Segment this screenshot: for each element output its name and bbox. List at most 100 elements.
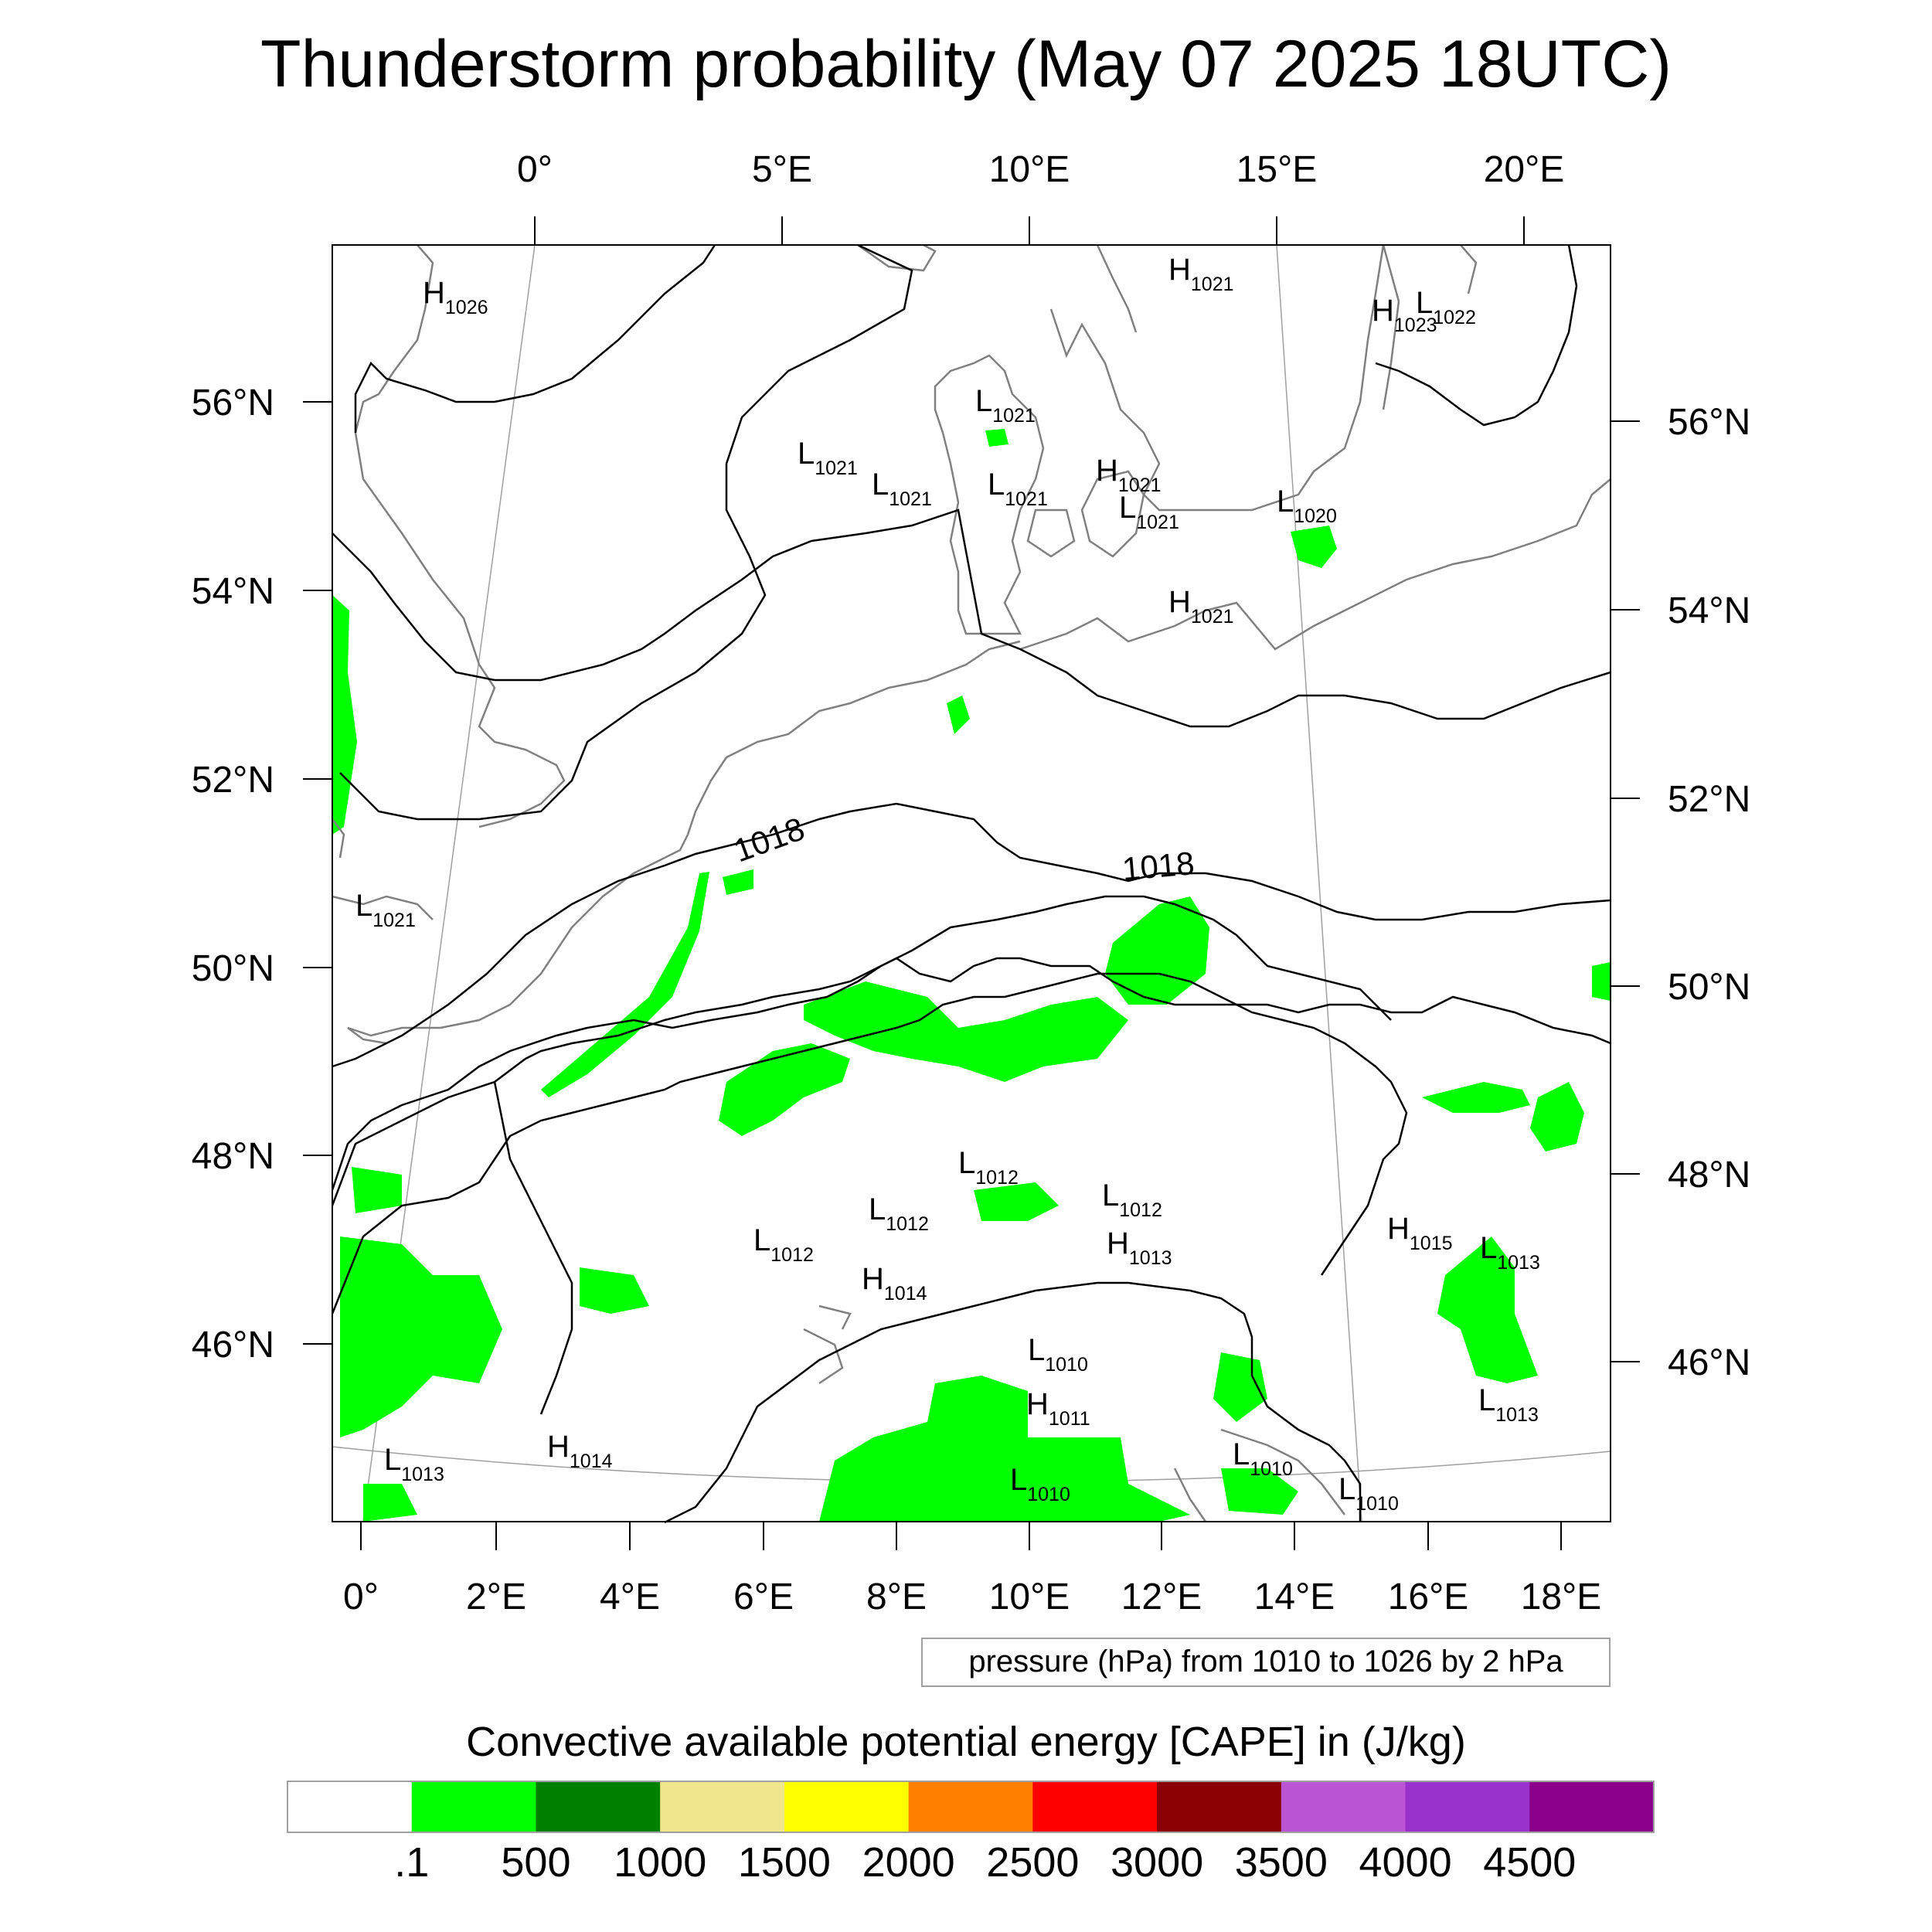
colorbar-title: Convective available potential energy [C…	[466, 1719, 1466, 1765]
center-type: L	[988, 468, 1005, 502]
isobar-north-2	[339, 243, 913, 821]
center-type: L	[872, 468, 889, 502]
pressure-center: L1013	[1480, 1231, 1540, 1274]
cape-areas	[332, 429, 1611, 1522]
chart-title: Thunderstorm probability (May 07 2025 18…	[260, 27, 1672, 101]
colorbar-cell	[1281, 1781, 1406, 1832]
pressure-center: L1012	[1102, 1179, 1162, 1221]
cape-hungary	[1437, 1236, 1538, 1383]
colorbar-label: 1000	[614, 1839, 706, 1886]
cape-central-france	[580, 1267, 649, 1314]
colorbar-labels: .1 500 1000 1500 2000 2500 3000 3500 4000 4500	[394, 1839, 1576, 1886]
cape-belgium	[723, 869, 753, 895]
cape-south-edge	[363, 1484, 417, 1522]
pressure-center: H1021	[1168, 253, 1234, 295]
isobar-1012	[331, 972, 1408, 1315]
center-value: 1021	[889, 488, 932, 510]
coast-alpine-lakes	[803, 1328, 844, 1385]
left-lat-label: 54°N	[192, 571, 274, 612]
coast-north-sea	[664, 640, 1021, 859]
colorbar-cell	[1405, 1781, 1530, 1832]
colorbar-cell	[908, 1781, 1033, 1832]
center-type: H	[1168, 253, 1191, 287]
pressure-center: H1015	[1387, 1212, 1453, 1254]
center-type: H	[1387, 1212, 1410, 1246]
center-type: H	[1168, 585, 1191, 619]
center-value: 1010	[1355, 1493, 1399, 1515]
center-type: L	[975, 384, 992, 418]
colorbar-cell	[660, 1781, 785, 1832]
pressure-center: L1012	[958, 1146, 1019, 1189]
pressure-center: L1012	[869, 1192, 929, 1235]
center-type: L	[1338, 1472, 1355, 1506]
isobar-1016	[331, 957, 1611, 1191]
coast-gotland	[1382, 244, 1400, 410]
pressure-centers: H1026 H1021 H1023 L1022 L1021 L1021 L102…	[355, 253, 1540, 1515]
cape-biscay	[352, 1167, 402, 1213]
cape-denmark	[985, 429, 1009, 447]
coast-jutland	[934, 354, 1045, 635]
bottom-lon-label: 4°E	[600, 1577, 660, 1617]
center-value: 1021	[372, 910, 416, 931]
center-type: L	[1478, 1383, 1495, 1417]
center-value: 1012	[975, 1167, 1019, 1189]
cape-slovakia	[1422, 1082, 1530, 1113]
left-lat-label: 52°N	[192, 760, 274, 801]
pressure-center: H1026	[423, 276, 488, 318]
left-lat-label: 56°N	[192, 383, 274, 423]
isobar-north-1	[354, 244, 716, 433]
left-lat-label: 48°N	[192, 1136, 274, 1177]
center-type: L	[1480, 1231, 1497, 1265]
colorbar-label: 4500	[1483, 1839, 1576, 1886]
pressure-center: L1022	[1416, 286, 1476, 328]
map-panel: 1018 1018 H1026 H1021 H1023 L1022 L1021 …	[331, 243, 1611, 1524]
colorbar-cell	[287, 1781, 413, 1832]
right-lat-label: 48°N	[1668, 1155, 1750, 1196]
isobar-1010	[664, 1281, 1362, 1524]
center-type: L	[753, 1223, 770, 1257]
cape-slovenia	[1213, 1352, 1267, 1422]
center-value: 1013	[401, 1464, 444, 1485]
cape-france-east	[719, 1043, 850, 1136]
center-value: 1020	[1294, 505, 1337, 527]
pressure-center: L1013	[1478, 1383, 1539, 1426]
colorbar-cell	[536, 1781, 661, 1832]
center-type: L	[869, 1192, 886, 1226]
coast-ireland	[332, 818, 345, 859]
center-type: L	[1233, 1437, 1250, 1471]
center-value: 1021	[1005, 488, 1048, 510]
coast-funen	[1026, 509, 1076, 558]
top-longitude-labels: 0° 5°E 10°E 15°E 20°E	[517, 149, 1564, 190]
bottom-lon-label: 8°E	[866, 1577, 927, 1617]
center-type: H	[1372, 294, 1394, 328]
bottom-lon-label: 16°E	[1388, 1577, 1469, 1617]
colorbar-label: 2000	[862, 1839, 955, 1886]
cape-bohemia	[1105, 896, 1209, 1005]
cape-west-edge	[332, 595, 357, 835]
pressure-center: L1021	[872, 468, 932, 510]
coast-france-north	[347, 856, 665, 1037]
center-value: 1010	[1027, 1484, 1070, 1505]
pressure-center: L1020	[1277, 485, 1337, 527]
isobar-1020-baltic	[332, 532, 495, 682]
center-type: H	[1107, 1226, 1129, 1260]
center-type: L	[1010, 1463, 1027, 1497]
cape-east-edge	[1592, 962, 1611, 1001]
cape-channel-band	[541, 872, 709, 1097]
top-lon-label: 15°E	[1236, 149, 1318, 190]
colorbar-cell	[411, 1781, 536, 1832]
center-type: L	[384, 1443, 401, 1477]
cape-netherlands	[947, 696, 970, 734]
pressure-center: H1021	[1096, 454, 1162, 496]
cape-sw-block	[340, 1236, 502, 1437]
pressure-center: H1014	[862, 1262, 927, 1304]
center-value: 1021	[1136, 512, 1179, 533]
pressure-center: H1021	[1168, 585, 1234, 628]
pressure-center: L1021	[1119, 491, 1179, 533]
center-type: L	[1119, 491, 1136, 525]
pressure-center: L1012	[753, 1223, 814, 1266]
cape-ne-carpathian	[1530, 1082, 1584, 1151]
center-value: 1013	[1497, 1252, 1540, 1274]
bottom-lon-label: 18°E	[1521, 1577, 1602, 1617]
isobar-1020-south	[495, 509, 1611, 728]
